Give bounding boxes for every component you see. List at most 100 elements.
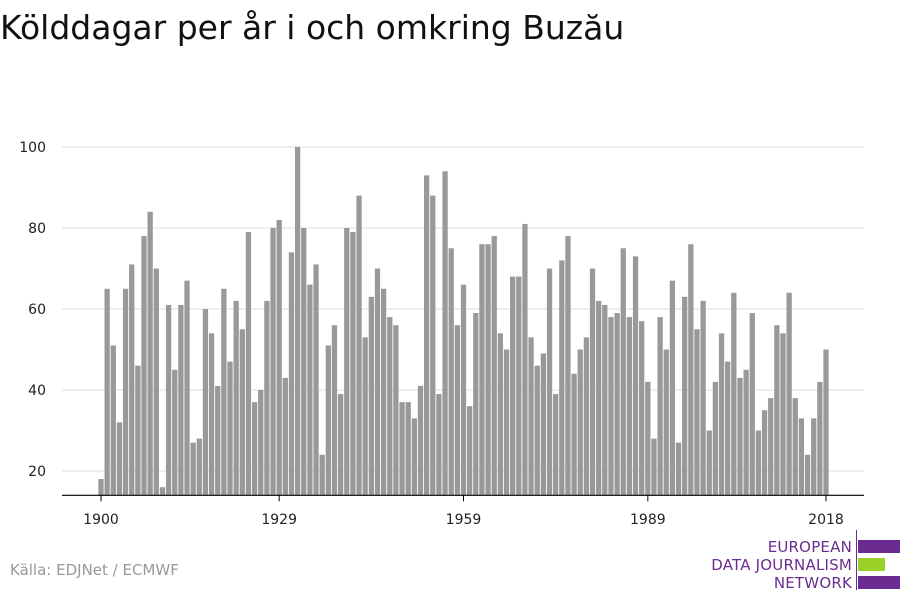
logo-bar-purple-top — [858, 540, 900, 553]
bar — [215, 385, 221, 496]
bar — [344, 228, 350, 496]
bar — [577, 349, 583, 496]
bar — [227, 361, 233, 496]
bar — [657, 317, 663, 496]
bar — [245, 232, 252, 496]
bar — [516, 276, 522, 496]
bar — [823, 349, 829, 496]
bar — [442, 171, 448, 496]
bar — [147, 211, 153, 496]
bar — [620, 248, 626, 496]
bar — [731, 292, 737, 496]
bar — [276, 219, 282, 496]
bar — [239, 329, 245, 496]
bar — [706, 430, 712, 496]
bar — [712, 381, 719, 496]
bar — [448, 248, 454, 496]
bar — [596, 300, 602, 496]
bar — [632, 256, 639, 496]
bar — [454, 325, 460, 496]
bar — [528, 337, 534, 496]
bar — [288, 252, 295, 496]
bar — [774, 325, 780, 496]
bar — [639, 321, 645, 496]
bar — [768, 398, 774, 496]
bar — [374, 268, 381, 496]
bar — [184, 280, 190, 496]
bar — [460, 284, 467, 496]
bar — [473, 313, 479, 496]
bar — [608, 317, 614, 496]
bar — [553, 394, 559, 496]
bar — [313, 264, 319, 496]
bar — [817, 381, 823, 496]
x-tick-label: 1989 — [630, 512, 666, 528]
bar — [743, 369, 749, 496]
bar — [423, 175, 430, 496]
bar — [798, 418, 805, 496]
bar — [331, 325, 338, 496]
bar — [522, 223, 528, 496]
bar — [141, 236, 147, 496]
bar — [159, 487, 166, 496]
bar — [325, 345, 331, 496]
bar — [725, 361, 731, 496]
bar — [202, 309, 209, 496]
x-tick-label: 2018 — [808, 512, 844, 528]
y-axis: 20 40 60 80 100 — [19, 140, 46, 480]
bar — [258, 390, 264, 496]
bar — [221, 288, 227, 496]
y-tick-label: 100 — [19, 140, 46, 156]
bar — [546, 268, 553, 496]
source-note: Källa: EDJNet / ECMWF — [10, 561, 179, 579]
bar — [380, 288, 387, 496]
bar — [387, 317, 393, 496]
bar — [718, 333, 725, 496]
bar — [153, 268, 159, 496]
bar — [804, 454, 811, 496]
bar — [110, 345, 116, 496]
y-tick-label: 60 — [28, 302, 46, 318]
bar — [233, 300, 239, 496]
bar — [208, 333, 215, 496]
bar — [356, 195, 362, 496]
bar — [479, 244, 485, 496]
bar — [270, 228, 276, 496]
bar — [301, 228, 307, 496]
bar — [129, 264, 135, 496]
bar — [614, 313, 620, 496]
logo-text: EUROPEAN DATA JOURNALISM NETWORK — [711, 538, 852, 592]
bar — [294, 147, 301, 496]
bar — [755, 430, 762, 496]
bar — [786, 292, 792, 496]
bar — [417, 385, 424, 496]
bar — [669, 280, 676, 496]
bar — [675, 442, 682, 496]
bar — [337, 394, 344, 496]
bar — [98, 479, 104, 496]
y-tick-label: 40 — [28, 383, 46, 399]
bar — [362, 337, 368, 496]
logo-bar-purple-bottom — [858, 576, 900, 589]
bar — [749, 313, 755, 496]
bar — [436, 394, 442, 496]
bar — [811, 418, 817, 496]
bar — [602, 304, 608, 496]
bar — [792, 398, 798, 496]
bar — [251, 402, 258, 496]
bar — [491, 236, 497, 496]
x-tick-label: 1900 — [83, 512, 119, 528]
x-tick-label: 1929 — [261, 512, 297, 528]
bars — [98, 147, 829, 496]
bar — [411, 418, 417, 496]
bar — [393, 325, 399, 496]
bar — [645, 381, 651, 496]
bar — [510, 276, 516, 496]
bar — [761, 410, 768, 496]
bar — [368, 296, 374, 496]
bar — [135, 365, 141, 496]
logo-line-2: DATA JOURNALISM — [711, 556, 852, 574]
bar — [165, 304, 172, 496]
bar — [688, 244, 694, 496]
